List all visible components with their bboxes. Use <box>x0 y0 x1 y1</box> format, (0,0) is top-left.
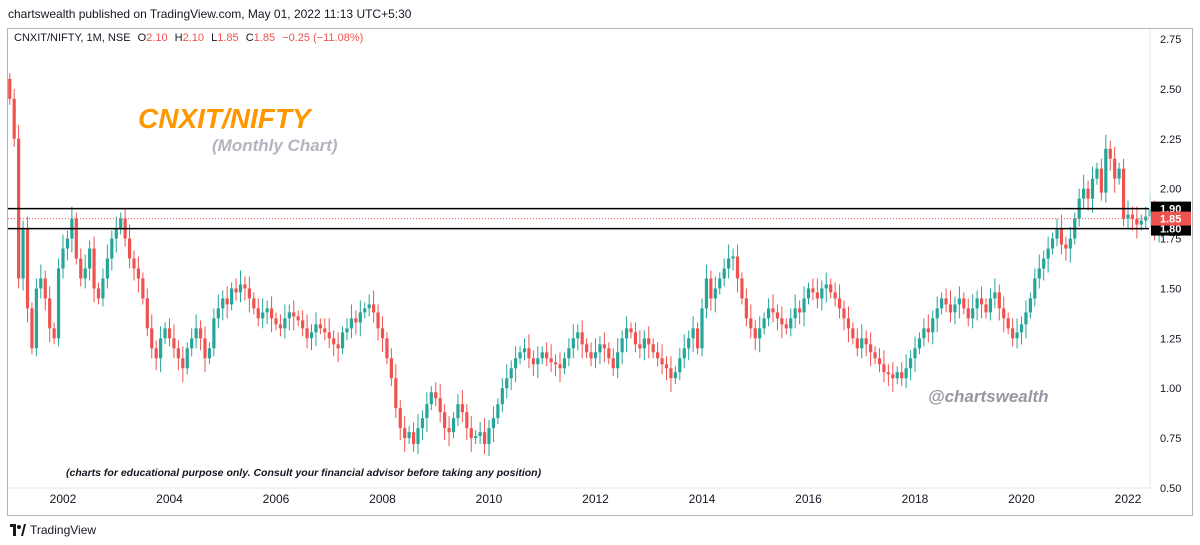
ohlc-legend: CNXIT/NIFTY, 1M, NSE O2.10 H2.10 L1.85 C… <box>14 32 363 44</box>
tradingview-logo-icon <box>10 524 26 536</box>
published-line: chartswealth published on TradingView.co… <box>8 7 412 21</box>
high-value: 2.10 <box>182 32 205 44</box>
high-label: H <box>174 32 183 44</box>
low-label: L <box>211 32 218 44</box>
footer[interactable]: TradingView <box>10 520 96 540</box>
change-value: −0.25 (−11.08%) <box>282 32 364 44</box>
chart-frame <box>7 28 1193 516</box>
footer-brand: TradingView <box>30 523 97 537</box>
low-value: 1.85 <box>217 32 239 44</box>
symbol-label[interactable]: CNXIT/NIFTY, 1M, NSE <box>14 32 131 44</box>
close-value: 1.85 <box>253 32 276 44</box>
open-value: 2.10 <box>146 32 168 44</box>
close-label: C <box>245 32 254 44</box>
open-label: O <box>137 32 147 44</box>
